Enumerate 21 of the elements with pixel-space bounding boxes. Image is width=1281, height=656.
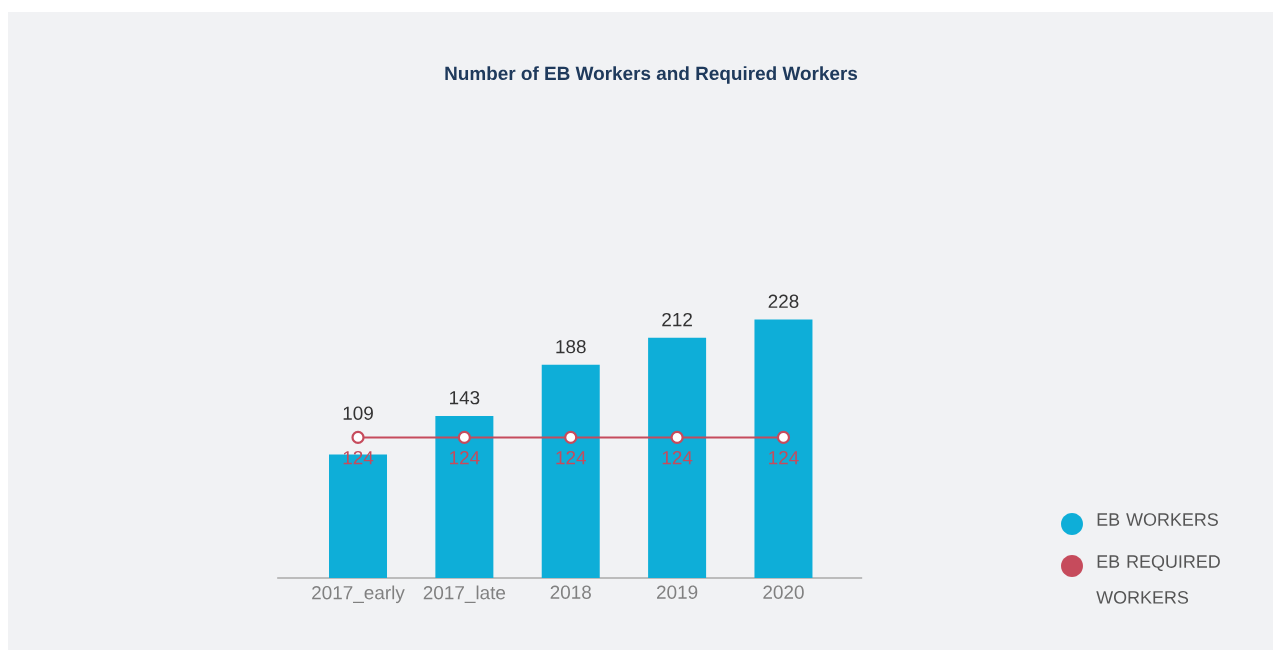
data-label: 109 <box>343 406 373 420</box>
bar <box>754 319 813 578</box>
x-tick-label: 2018 <box>550 585 591 599</box>
x-tick-label: 2020 <box>763 585 804 599</box>
x-tick-label: 2017_early <box>312 585 405 604</box>
data-label: 124 <box>662 450 693 465</box>
data-label: 188 <box>556 339 586 354</box>
legend-label: EB WORKERS <box>1097 513 1218 526</box>
chart-title: Number of EB Workers and Required Workers <box>445 66 858 84</box>
bar <box>435 415 494 578</box>
data-label: 124 <box>450 450 480 465</box>
x-tick-label: 2017_late <box>423 585 506 603</box>
x-tick-label: 2019 <box>657 585 698 599</box>
bar <box>541 364 600 578</box>
data-label: 124 <box>556 450 586 465</box>
bar <box>648 337 707 578</box>
data-label: 228 <box>768 294 799 308</box>
legend-label: EB REQUIRED WORKERS <box>1096 555 1220 604</box>
data-label: 143 <box>450 390 480 405</box>
data-label: 124 <box>769 450 799 465</box>
data-label: 212 <box>662 312 692 327</box>
